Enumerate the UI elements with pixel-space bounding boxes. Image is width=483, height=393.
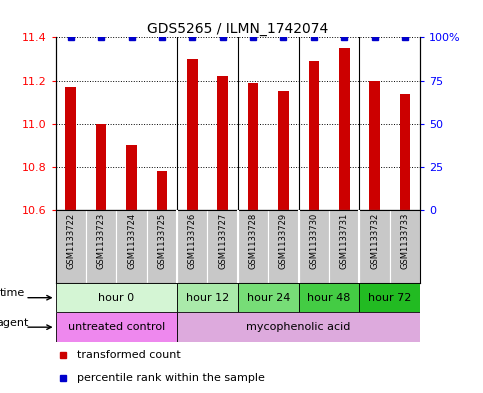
- Bar: [217, 76, 228, 210]
- Text: GSM1133723: GSM1133723: [97, 213, 106, 269]
- Text: GSM1133731: GSM1133731: [340, 213, 349, 269]
- Bar: [298, 210, 329, 283]
- Bar: [156, 171, 167, 210]
- Bar: [56, 312, 177, 342]
- Bar: [238, 210, 268, 283]
- Bar: [65, 87, 76, 210]
- Bar: [359, 283, 420, 312]
- Text: GSM1133726: GSM1133726: [188, 213, 197, 269]
- Bar: [390, 210, 420, 283]
- Bar: [147, 210, 177, 283]
- Bar: [56, 210, 86, 283]
- Bar: [96, 124, 106, 210]
- Text: GSM1133733: GSM1133733: [400, 213, 410, 269]
- Text: GSM1133722: GSM1133722: [66, 213, 75, 268]
- Bar: [187, 59, 198, 210]
- Bar: [238, 283, 298, 312]
- Text: hour 48: hour 48: [307, 293, 351, 303]
- Text: mycophenolic acid: mycophenolic acid: [246, 322, 351, 332]
- Text: GSM1133728: GSM1133728: [249, 213, 257, 269]
- Text: time: time: [0, 288, 25, 298]
- Text: GSM1133732: GSM1133732: [370, 213, 379, 269]
- Text: GSM1133730: GSM1133730: [309, 213, 318, 269]
- Bar: [248, 83, 258, 210]
- Text: GSM1133729: GSM1133729: [279, 213, 288, 268]
- Bar: [329, 210, 359, 283]
- Bar: [268, 210, 298, 283]
- Bar: [177, 283, 238, 312]
- Title: GDS5265 / ILMN_1742074: GDS5265 / ILMN_1742074: [147, 22, 328, 36]
- Bar: [369, 81, 380, 210]
- Bar: [56, 283, 177, 312]
- Text: percentile rank within the sample: percentile rank within the sample: [77, 373, 265, 383]
- Bar: [400, 94, 411, 210]
- Bar: [298, 283, 359, 312]
- Bar: [309, 61, 319, 210]
- Text: hour 72: hour 72: [368, 293, 412, 303]
- Bar: [116, 210, 147, 283]
- Bar: [86, 210, 116, 283]
- Text: transformed count: transformed count: [77, 350, 181, 360]
- Text: hour 12: hour 12: [186, 293, 229, 303]
- Text: GSM1133725: GSM1133725: [157, 213, 167, 268]
- Text: hour 0: hour 0: [98, 293, 134, 303]
- Text: untreated control: untreated control: [68, 322, 165, 332]
- Text: GSM1133727: GSM1133727: [218, 213, 227, 269]
- Bar: [177, 210, 208, 283]
- Bar: [339, 48, 350, 210]
- Bar: [126, 145, 137, 210]
- Bar: [208, 210, 238, 283]
- Bar: [359, 210, 390, 283]
- Text: agent: agent: [0, 318, 28, 328]
- Bar: [278, 92, 289, 210]
- Text: hour 24: hour 24: [247, 293, 290, 303]
- Text: GSM1133724: GSM1133724: [127, 213, 136, 268]
- Bar: [177, 312, 420, 342]
